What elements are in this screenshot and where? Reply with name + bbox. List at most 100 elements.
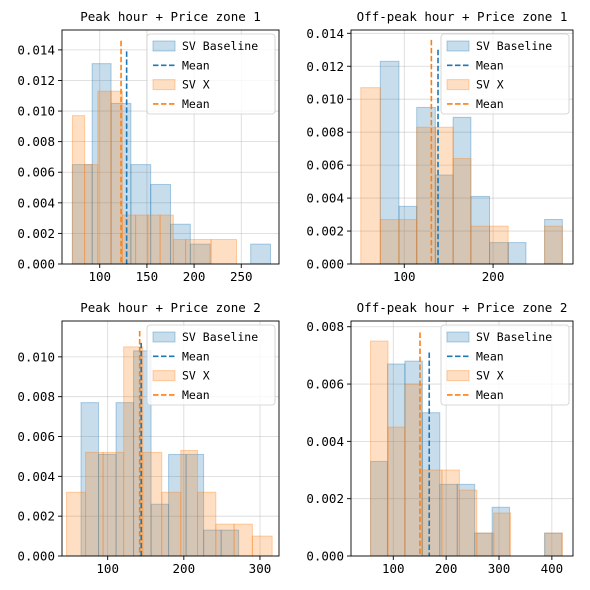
x-tick-label: 250 xyxy=(230,269,253,284)
x-hist-bar xyxy=(398,219,418,265)
y-tick-label: 0.008 xyxy=(306,319,344,334)
legend-label: SV Baseline xyxy=(182,39,258,53)
y-tick-label: 0.000 xyxy=(17,549,55,564)
legend: SV Baseline Mean SV X Mean xyxy=(146,324,276,406)
y-tick-label: 0.002 xyxy=(306,491,344,506)
x-tick-label: 100 xyxy=(96,561,119,576)
x-hist-bar xyxy=(470,225,491,265)
y-tick-label: 0.010 xyxy=(17,104,55,119)
x-tick-label: 300 xyxy=(249,561,272,576)
chart-title: Peak hour + Price zone 2 xyxy=(80,300,261,315)
x-hist-bar xyxy=(233,523,253,557)
y-tick-label: 0.006 xyxy=(306,158,344,173)
y-tick-label: 0.006 xyxy=(306,377,344,392)
legend-swatch xyxy=(446,40,470,52)
legend-swatch xyxy=(152,79,176,91)
x-hist-bar xyxy=(476,532,495,557)
x-tick-label: 300 xyxy=(488,561,511,576)
x-hist-bar xyxy=(185,239,212,265)
axes-frame xyxy=(61,29,280,265)
legend-label: SV X xyxy=(476,369,504,383)
x-hist-bar xyxy=(66,491,87,557)
y-tick-label: 0.004 xyxy=(17,469,55,484)
legend-swatch xyxy=(152,40,176,52)
panel-1: 100 150 200 250 0.000 0.002 0.004 0.006 0.008 0.0… xyxy=(17,9,280,284)
x-hist-bar xyxy=(159,214,174,265)
chart-title: Peak hour + Price zone 1 xyxy=(80,9,261,24)
x-hist-bar xyxy=(441,469,460,557)
x-hist-bar xyxy=(416,126,436,265)
y-tick-label: 0.006 xyxy=(17,429,55,444)
y-tick-label: 0.002 xyxy=(17,226,55,241)
x-hist-bar xyxy=(147,214,161,265)
y-tick-label: 0.006 xyxy=(17,165,55,180)
x-hist-bar xyxy=(215,523,235,557)
legend-label: Mean xyxy=(476,58,504,72)
legend-frame xyxy=(146,324,276,406)
x-hist-bar xyxy=(360,87,381,265)
legend-swatch xyxy=(446,370,470,382)
y-tick-label: 0.012 xyxy=(306,59,344,74)
x-tick-label: 200 xyxy=(435,561,458,576)
legend-label: Mean xyxy=(182,97,210,111)
y-tick-label: 0.008 xyxy=(306,125,344,140)
x-tick-label: 400 xyxy=(541,561,564,576)
legend-frame xyxy=(440,324,570,406)
legend-label: SV X xyxy=(476,78,504,92)
legend-frame xyxy=(146,33,276,115)
chart-title: Off-peak hour + Price zone 1 xyxy=(357,9,568,24)
x-tick-label: 200 xyxy=(183,269,206,284)
y-tick-label: 0.004 xyxy=(306,434,344,449)
x-hist-bar xyxy=(458,489,478,557)
x-hist-bar xyxy=(135,214,149,265)
x-hist-bar xyxy=(84,164,99,265)
baseline-hist-bar xyxy=(250,243,272,265)
legend-swatch xyxy=(152,331,176,343)
x-hist-bar xyxy=(210,239,238,265)
legend-label: Mean xyxy=(476,349,504,363)
x-hist-bar xyxy=(493,512,512,557)
x-hist-bar xyxy=(544,225,563,265)
axes-frame xyxy=(61,320,280,557)
panel-4: 100 200 300 400 0.000 0.002 0.004 0.006 0.008 Off… xyxy=(306,300,574,576)
x-hist-bar xyxy=(370,340,389,557)
x-tick-label: 100 xyxy=(382,561,405,576)
y-tick-label: 0.000 xyxy=(306,257,344,272)
y-tick-label: 0.000 xyxy=(306,549,344,564)
legend-label: SV Baseline xyxy=(182,330,258,344)
x-hist-bar xyxy=(172,239,187,265)
x-hist-bar xyxy=(452,158,472,265)
x-hist-bar xyxy=(421,469,443,557)
y-tick-label: 0.010 xyxy=(306,92,344,107)
panel-2: 100 200 0.000 0.002 0.004 0.006 0.008 0.010 0.01… xyxy=(306,9,574,284)
legend-label: Mean xyxy=(182,388,210,402)
legend-swatch xyxy=(152,370,176,382)
x-hist-bar xyxy=(387,426,406,557)
baseline-hist-bar xyxy=(507,242,527,265)
y-tick-label: 0.004 xyxy=(306,191,344,206)
legend: SV Baseline Mean SV X Mean xyxy=(440,33,570,115)
x-hist-bar xyxy=(102,451,125,557)
y-tick-label: 0.008 xyxy=(17,134,55,149)
legend-swatch xyxy=(446,331,470,343)
legend-frame xyxy=(440,33,570,115)
x-tick-label: 100 xyxy=(88,269,111,284)
y-tick-label: 0.008 xyxy=(17,389,55,404)
x-tick-label: 150 xyxy=(136,269,159,284)
x-hist-bar xyxy=(379,219,400,265)
x-hist-bar xyxy=(121,214,137,265)
legend-label: SV X xyxy=(182,78,210,92)
x-tick-label: 100 xyxy=(393,269,416,284)
x-hist-bar xyxy=(71,115,86,265)
y-tick-label: 0.002 xyxy=(306,224,344,239)
x-hist-bar xyxy=(197,491,217,557)
chart-title: Off-peak hour + Price zone 2 xyxy=(357,300,568,315)
legend-label: SV Baseline xyxy=(476,330,552,344)
y-tick-label: 0.012 xyxy=(17,73,55,88)
y-tick-label: 0.014 xyxy=(306,26,344,41)
x-tick-label: 200 xyxy=(482,269,505,284)
x-hist-bar xyxy=(489,225,509,265)
x-hist-bar xyxy=(544,532,563,557)
x-hist-bar xyxy=(85,451,104,557)
